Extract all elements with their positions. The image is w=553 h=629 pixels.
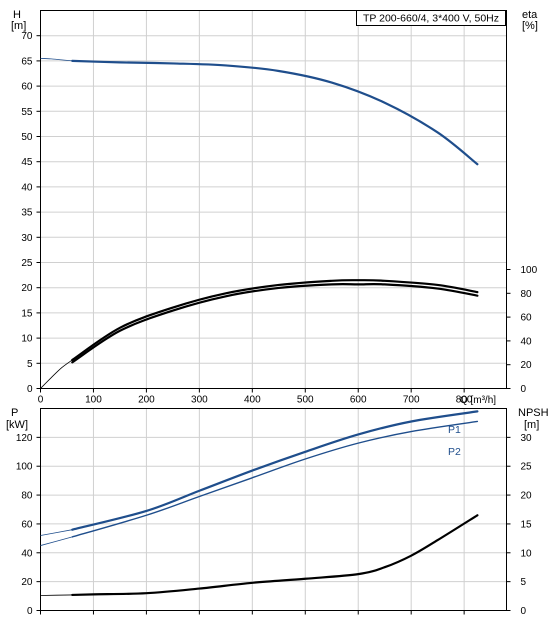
top-plot-area	[40, 10, 507, 389]
npsh-tick-label: 20	[521, 491, 533, 502]
bottom-ticks: 0 20 40 60 80 100 120 0 5 10 15 20 25 30	[16, 433, 532, 617]
power-axis-label: P	[11, 407, 18, 419]
head-tick-label: 20	[21, 283, 33, 294]
x-tick-label: 600	[350, 395, 367, 406]
eta-tick-label: 60	[521, 313, 533, 324]
head-tick-label: 50	[21, 132, 33, 143]
npsh-tick-label: 25	[521, 462, 533, 473]
head-tick-label: 25	[21, 258, 33, 269]
npsh-tick-label: 0	[521, 606, 527, 617]
head-tick-label: 30	[21, 233, 33, 244]
top-grid	[40, 10, 507, 389]
power-p1-curve-extension	[40, 529, 73, 536]
power-tick-label: 80	[21, 491, 33, 502]
power-p2-curve	[71, 420, 479, 538]
power-tick-label: 40	[21, 548, 33, 559]
x-tick-label: 0	[38, 395, 44, 406]
bottom-plot-area	[40, 408, 507, 611]
x-tick-label: 400	[244, 395, 261, 406]
eta-tick-label: 40	[521, 336, 533, 347]
npsh-tick-label: 30	[521, 433, 533, 444]
npsh-tick-label: 5	[521, 577, 527, 588]
npsh-curve	[71, 514, 479, 597]
npsh-axis-unit: [m]	[524, 419, 539, 431]
efficiency-curve-lower	[71, 282, 479, 364]
npsh-tick-label: 10	[521, 548, 533, 559]
head-tick-label: 5	[27, 359, 33, 370]
head-efficiency-panel: 0 100 200 300 400 500 600 700 800051015202530354…	[11, 9, 538, 406]
x-tick-label: 300	[191, 395, 208, 406]
x-tick-label: 500	[297, 395, 314, 406]
npsh-axis-label: NPSH	[518, 407, 549, 419]
power-p1-curve	[71, 410, 479, 531]
x-tick-label: 100	[85, 395, 102, 406]
power-tick-label: 60	[21, 519, 33, 530]
legend-p1: P1	[448, 424, 461, 436]
top-ticks: 0 100 200 300 400 500 600 700 800051015202530354…	[21, 31, 537, 405]
eta-tick-label: 0	[521, 384, 527, 395]
eta-axis-unit: [%]	[522, 20, 538, 32]
efficiency-curve-upper-extension	[40, 359, 73, 389]
head-tick-label: 10	[21, 334, 33, 345]
head-tick-label: 45	[21, 157, 33, 168]
x-tick-label: 800	[456, 395, 473, 406]
legend-p2: P2	[448, 446, 461, 458]
power-tick-label: 120	[16, 433, 33, 444]
eta-tick-label: 80	[521, 289, 533, 300]
power-tick-label: 0	[27, 606, 33, 617]
head-tick-label: 60	[21, 82, 33, 93]
power-tick-label: 20	[21, 577, 33, 588]
x-tick-label: 700	[403, 395, 420, 406]
chart-title-box	[356, 10, 506, 26]
efficiency-curve-upper	[71, 279, 479, 362]
head-tick-label: 15	[21, 308, 33, 319]
eta-tick-label: 100	[521, 265, 538, 276]
power-axis-unit: [kW]	[6, 419, 28, 431]
head-axis-unit: [m]	[11, 20, 26, 32]
power-tick-label: 100	[16, 462, 33, 473]
bottom-plot-frame	[40, 408, 507, 611]
top-series	[40, 57, 479, 389]
bottom-series	[40, 410, 479, 597]
head-tick-label: 0	[27, 384, 33, 395]
head-tick-label: 35	[21, 208, 33, 219]
head-tick-label: 65	[21, 56, 33, 67]
eta-axis-label: eta	[522, 9, 538, 21]
power-p2-curve-extension	[40, 536, 73, 546]
npsh-tick-label: 15	[521, 519, 533, 530]
head-axis-label: H	[13, 9, 21, 21]
eta-tick-label: 20	[521, 360, 533, 371]
flow-axis-label: Q [m³/h]	[460, 395, 496, 406]
head-tick-label: 70	[21, 31, 33, 42]
top-plot-frame	[40, 10, 507, 389]
head-curve	[71, 59, 479, 166]
npsh-curve-extension	[40, 594, 73, 596]
x-tick-label: 200	[138, 395, 155, 406]
head-curve-extension	[40, 57, 73, 62]
head-tick-label: 55	[21, 107, 33, 118]
head-tick-label: 40	[21, 182, 33, 193]
chart-title: TP 200-660/4, 3*400 V, 50Hz	[363, 13, 499, 25]
